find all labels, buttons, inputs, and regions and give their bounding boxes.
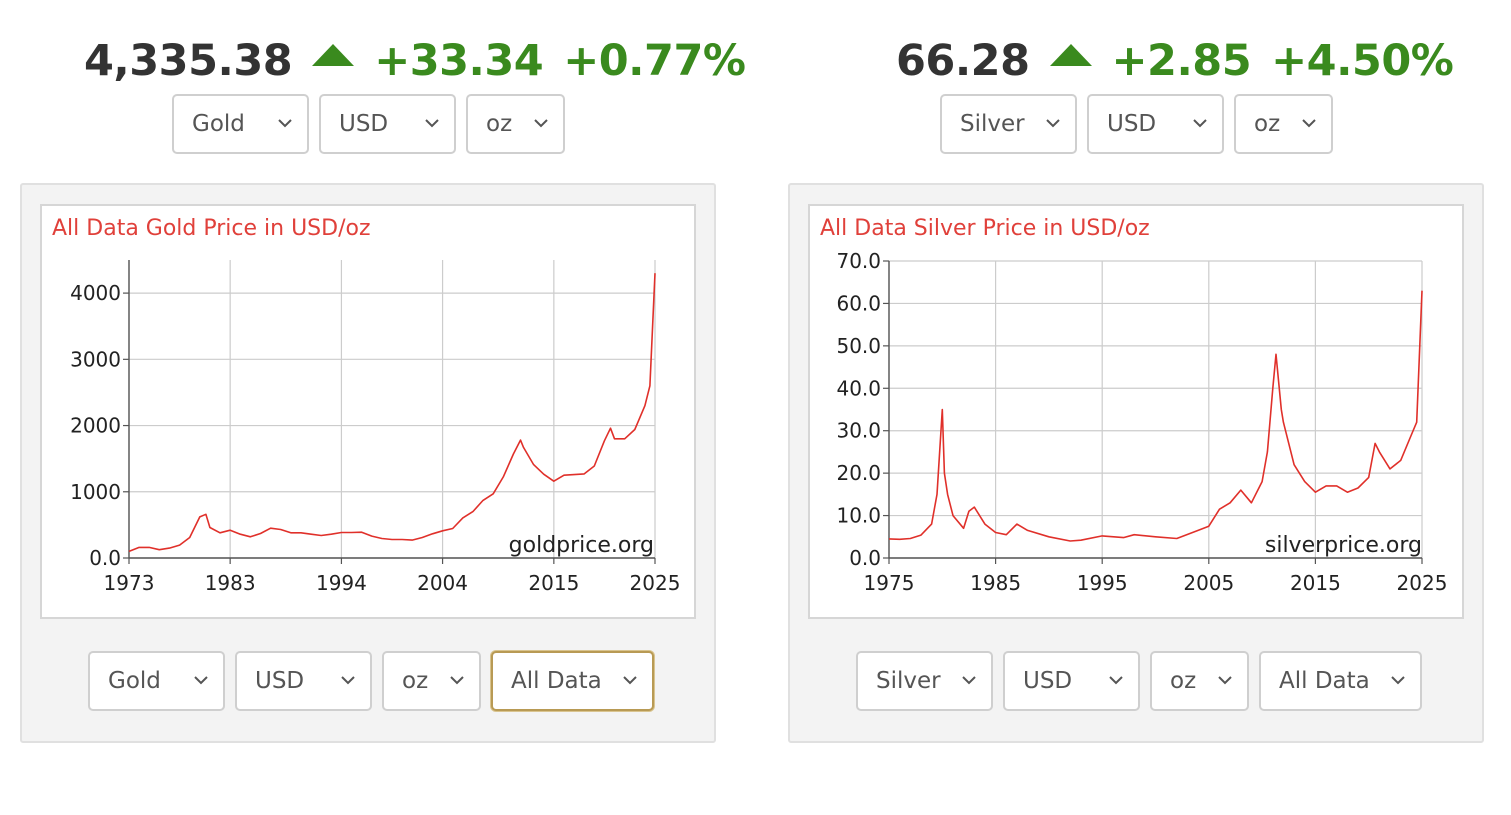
chevron-down-icon (1391, 676, 1405, 685)
y-tick-label: 3000 (70, 347, 121, 371)
silver-chart-panel: 1975 1985 1995 2005 2015 2025 0.0 10.0 20.0 30.0 4… (788, 183, 1484, 743)
chevron-down-icon (1109, 676, 1123, 685)
silver-metal-select-bottom[interactable]: Silver (856, 651, 993, 711)
select-value: Gold (108, 668, 161, 694)
x-tick-label: 2005 (1183, 571, 1234, 595)
triangle-up-icon (312, 44, 355, 66)
gold-currency-select[interactable]: USD (319, 94, 456, 154)
x-tick-label: 1995 (1077, 571, 1128, 595)
select-value: USD (1107, 111, 1157, 137)
gold-change: +33.34 (374, 36, 544, 86)
silver-top-selectors: Silver USD oz (940, 94, 1333, 154)
gold-unit-select-bottom[interactable]: oz (382, 651, 481, 711)
silver-metal-select[interactable]: Silver (940, 94, 1077, 154)
chevron-down-icon (623, 676, 637, 685)
silver-bottom-selectors: Silver USD oz All Data (856, 651, 1422, 711)
y-tick-label: 1000 (70, 480, 121, 504)
select-value: USD (339, 111, 389, 137)
y-tick-label: 50.0 (836, 334, 881, 358)
select-value: oz (1170, 668, 1197, 694)
y-tick-label: 40.0 (836, 376, 881, 400)
y-tick-label: 60.0 (836, 291, 881, 315)
chevron-down-icon (425, 119, 439, 128)
gold-metal-select-bottom[interactable]: Gold (88, 651, 225, 711)
silver-currency-select[interactable]: USD (1087, 94, 1224, 154)
gold-currency-select-bottom[interactable]: USD (235, 651, 372, 711)
select-value: Gold (192, 111, 245, 137)
chevron-down-icon (1218, 676, 1232, 685)
x-tick-label: 2025 (1397, 571, 1448, 595)
silver-chart: 1975 1985 1995 2005 2015 2025 0.0 10.0 20.0 30.0 4… (808, 204, 1464, 619)
silver-price-line (888, 290, 1423, 542)
gold-chart-panel: 1973 1983 1994 2004 2015 2025 0.0 1000 2000 3000 4… (20, 183, 716, 743)
chevron-down-icon (1046, 119, 1060, 128)
chart-axes (123, 260, 656, 564)
y-tick-label: 30.0 (836, 419, 881, 443)
chevron-down-icon (194, 676, 208, 685)
select-value: Silver (876, 668, 941, 694)
chart-title: All Data Gold Price in USD/oz (52, 216, 371, 241)
silver-range-select[interactable]: All Data (1259, 651, 1422, 711)
gold-top-selectors: Gold USD oz (172, 94, 565, 154)
y-tick-label: 0.0 (89, 546, 121, 570)
gold-range-select[interactable]: All Data (491, 651, 654, 711)
silver-change: +2.85 (1111, 36, 1252, 86)
select-value: Silver (960, 111, 1025, 137)
chevron-down-icon (341, 676, 355, 685)
select-value: All Data (511, 668, 602, 694)
x-tick-label: 1975 (864, 571, 915, 595)
select-value: All Data (1279, 668, 1370, 694)
y-tick-label: 0.0 (849, 546, 881, 570)
chart-grid (128, 260, 656, 559)
triangle-up-icon (1049, 44, 1092, 66)
silver-quote: 66.28 +2.85 +4.50% (896, 36, 1454, 86)
x-tick-label: 2025 (630, 571, 681, 595)
gold-metal-select[interactable]: Gold (172, 94, 309, 154)
x-tick-label: 1994 (316, 571, 367, 595)
gold-bottom-selectors: Gold USD oz All Data (88, 651, 654, 711)
select-value: oz (402, 668, 429, 694)
gold-quote: 4,335.38 +33.34 +0.77% (84, 36, 746, 86)
silver-currency-select-bottom[interactable]: USD (1003, 651, 1140, 711)
chart-tick-labels: 1973 1983 1994 2004 2015 2025 0.0 1000 2000 3000 4… (70, 281, 680, 595)
chart-tick-labels: 1975 1985 1995 2005 2015 2025 0.0 10.0 20.0 30.0 4… (836, 249, 1447, 595)
select-value: USD (255, 668, 305, 694)
y-tick-label: 10.0 (836, 504, 881, 528)
gold-chart-svg: 1973 1983 1994 2004 2015 2025 0.0 1000 2000 3000 4… (52, 216, 680, 595)
gold-price-line (128, 273, 656, 553)
x-tick-label: 2015 (1290, 571, 1341, 595)
gold-unit-select[interactable]: oz (466, 94, 565, 154)
y-tick-label: 20.0 (836, 461, 881, 485)
chevron-down-icon (1302, 119, 1316, 128)
select-value: oz (486, 111, 513, 137)
watermark: silverprice.org (1265, 533, 1422, 558)
x-tick-label: 1973 (104, 571, 155, 595)
chart-title: All Data Silver Price in USD/oz (820, 216, 1150, 241)
x-tick-label: 1985 (970, 571, 1021, 595)
gold-chart: 1973 1983 1994 2004 2015 2025 0.0 1000 2000 3000 4… (40, 204, 696, 619)
x-tick-label: 2015 (528, 571, 579, 595)
silver-unit-select[interactable]: oz (1234, 94, 1333, 154)
select-value: oz (1254, 111, 1281, 137)
silver-change-percent: +4.50% (1271, 36, 1454, 86)
chevron-down-icon (534, 119, 548, 128)
y-tick-label: 2000 (70, 414, 121, 438)
watermark: goldprice.org (509, 533, 654, 558)
chevron-down-icon (1193, 119, 1207, 128)
silver-chart-svg: 1975 1985 1995 2005 2015 2025 0.0 10.0 20.0 30.0 4… (820, 216, 1447, 595)
silver-price: 66.28 (896, 36, 1030, 86)
chevron-down-icon (450, 676, 464, 685)
silver-unit-select-bottom[interactable]: oz (1150, 651, 1249, 711)
gold-change-percent: +0.77% (563, 36, 746, 86)
chart-axes (883, 260, 1423, 564)
chevron-down-icon (962, 676, 976, 685)
y-tick-label: 4000 (70, 281, 121, 305)
chevron-down-icon (278, 119, 292, 128)
gold-price: 4,335.38 (84, 36, 293, 86)
y-tick-label: 70.0 (836, 249, 881, 273)
x-tick-label: 2004 (417, 571, 468, 595)
select-value: USD (1023, 668, 1073, 694)
x-tick-label: 1983 (205, 571, 256, 595)
